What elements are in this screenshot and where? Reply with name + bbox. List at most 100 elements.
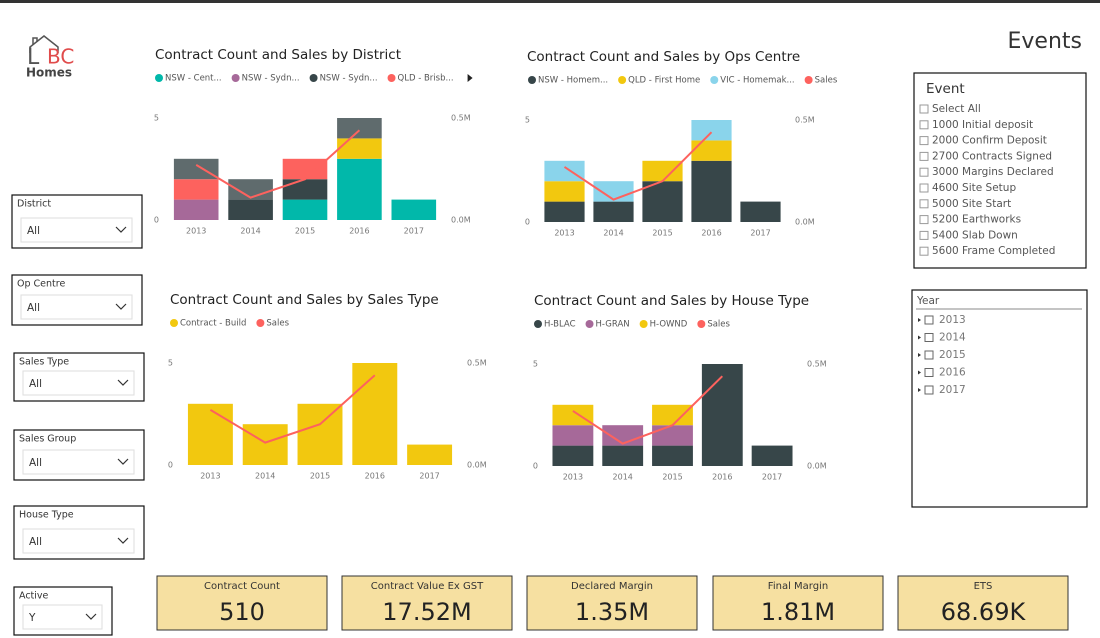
checkbox[interactable] [919, 120, 929, 130]
y-tick-label: 5 [154, 114, 159, 123]
expand-arrow[interactable] [918, 370, 921, 375]
bar-segment [352, 363, 398, 465]
expand-arrow[interactable] [918, 353, 921, 357]
logo-house [29, 35, 59, 53]
bar-segment [642, 160, 683, 182]
slicer-dropdown[interactable] [22, 449, 135, 475]
expand-arrow[interactable] [918, 335, 921, 340]
event-item[interactable]: 5600 Frame Completed [932, 245, 1055, 257]
dropdown-arrow[interactable] [117, 458, 129, 465]
legend-label[interactable]: QLD - Brisb... [398, 74, 454, 84]
logo-chimney [32, 37, 38, 45]
dropdown-arrow[interactable] [85, 613, 97, 620]
year-item[interactable]: 2016 [939, 367, 966, 379]
legend-label[interactable]: Sales [815, 76, 838, 86]
x-tick-label: 2013 [554, 229, 574, 238]
slicer-value[interactable]: All [29, 536, 42, 548]
slicer-dropdown[interactable] [22, 370, 135, 396]
checkbox[interactable] [919, 230, 929, 240]
sales-line [209, 374, 376, 444]
legend-label[interactable]: Sales [707, 320, 730, 330]
checkbox[interactable] [924, 350, 934, 360]
legend-label[interactable]: NSW - Homem... [538, 76, 608, 86]
checkbox[interactable] [924, 385, 934, 395]
checkbox[interactable] [919, 167, 929, 177]
slicer-dropdown[interactable] [20, 294, 133, 320]
event-item[interactable]: 5200 Earthworks [932, 214, 1021, 226]
expand-arrow[interactable] [918, 388, 921, 392]
legend-label[interactable]: H-BLAC [544, 320, 576, 330]
checkbox[interactable] [919, 183, 929, 193]
legend-more-arrow[interactable] [467, 74, 473, 82]
checkbox[interactable] [924, 333, 934, 342]
event-item[interactable]: 5400 Slab Down [932, 229, 1018, 241]
legend-marker [534, 320, 542, 328]
checkbox[interactable] [919, 104, 929, 114]
legend-label[interactable]: Sales [266, 319, 289, 329]
checkbox[interactable] [919, 246, 929, 256]
event-item[interactable]: 1000 Initial deposit [932, 119, 1033, 131]
slicer-label: Sales Group [19, 434, 76, 445]
sales-line [572, 375, 724, 445]
event-box [913, 72, 1087, 269]
dropdown-arrow[interactable] [117, 379, 129, 386]
slicer-label: Active [19, 591, 49, 602]
checkbox[interactable] [919, 151, 929, 161]
event-title: Event [926, 81, 965, 97]
dropdown-arrow[interactable] [117, 537, 129, 544]
bar-segment [407, 444, 453, 465]
legend-label[interactable]: H-OWND [650, 320, 688, 330]
bar-segment [751, 445, 793, 466]
legend-label[interactable]: Contract - Build [180, 319, 246, 329]
year-item[interactable]: 2017 [939, 384, 966, 396]
checkbox[interactable] [924, 315, 934, 325]
year-item[interactable]: 2014 [939, 332, 966, 344]
slicer-value[interactable]: All [29, 457, 42, 469]
legend-label[interactable]: NSW - Sydn... [242, 74, 300, 84]
legend-label[interactable]: H-GRAN [596, 320, 630, 330]
x-tick-label: 2014 [255, 472, 275, 481]
x-tick-label: 2014 [613, 473, 633, 482]
legend-label[interactable]: VIC - Homemak... [720, 76, 794, 86]
bar-segment [544, 201, 585, 222]
checkbox[interactable] [919, 199, 929, 209]
slicer-value[interactable]: Y [28, 612, 36, 624]
expand-arrow[interactable] [918, 318, 921, 322]
dropdown-arrow[interactable] [115, 226, 127, 233]
y-tick-label: 0 [154, 216, 159, 225]
bar-segment [701, 364, 743, 466]
slicer-dropdown[interactable] [22, 528, 135, 554]
slicer-label: Op Centre [17, 279, 65, 290]
event-item[interactable]: 2000 Confirm Deposit [932, 135, 1047, 147]
bar-segment [602, 445, 644, 466]
checkbox[interactable] [924, 368, 934, 377]
legend-label[interactable]: NSW - Cent... [165, 74, 222, 84]
event-item[interactable]: 5000 Site Start [932, 198, 1011, 210]
y2-tick-label: 0.5M [467, 359, 487, 368]
chart-title: Contract Count and Sales by Ops Centre [527, 49, 800, 65]
event-item[interactable]: 2700 Contracts Signed [932, 150, 1052, 162]
year-item[interactable]: 2013 [939, 314, 966, 326]
year-item[interactable]: 2015 [939, 349, 966, 361]
slicer-value[interactable]: All [27, 225, 40, 237]
slicer-label: House Type [19, 510, 74, 521]
legend-marker [710, 76, 719, 84]
legend-label[interactable]: NSW - Sydn... [320, 74, 378, 84]
sales-line [195, 129, 361, 199]
slicer-value[interactable]: All [29, 378, 42, 390]
x-tick-label: 2015 [662, 473, 682, 482]
legend-label[interactable]: QLD - First Home [628, 76, 700, 86]
checkbox[interactable] [919, 215, 929, 225]
kpi-label: Contract Count [204, 581, 280, 592]
bar-segment [740, 201, 781, 222]
slicer-value[interactable]: All [27, 302, 40, 314]
checkbox[interactable] [919, 136, 929, 146]
event-item[interactable]: 4600 Site Setup [932, 182, 1016, 194]
event-item[interactable]: 3000 Margins Declared [932, 166, 1054, 178]
event-item[interactable]: Select All [932, 103, 981, 115]
logo-mark: BC [47, 45, 74, 69]
chart-title: Contract Count and Sales by District [155, 47, 401, 63]
dropdown-arrow[interactable] [115, 303, 127, 310]
slicer-dropdown[interactable] [20, 217, 133, 243]
x-tick-label: 2016 [701, 229, 721, 238]
